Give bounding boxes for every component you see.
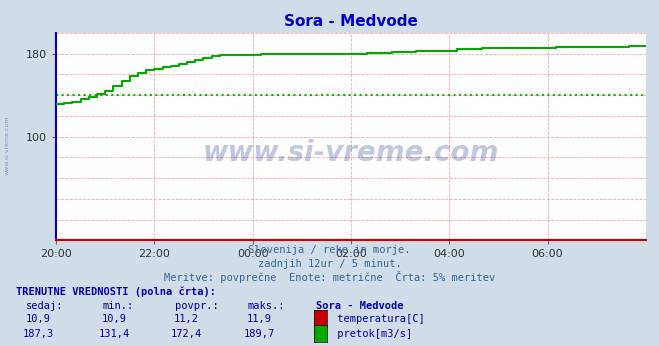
Text: 11,9: 11,9 xyxy=(246,315,272,325)
Text: 10,9: 10,9 xyxy=(26,315,51,325)
Text: 187,3: 187,3 xyxy=(22,329,54,339)
Text: 10,9: 10,9 xyxy=(101,315,127,325)
Text: zadnjih 12ur / 5 minut.: zadnjih 12ur / 5 minut. xyxy=(258,259,401,269)
Title: Sora - Medvode: Sora - Medvode xyxy=(284,14,418,29)
Text: www.si-vreme.com: www.si-vreme.com xyxy=(203,139,499,167)
Text: min.:: min.: xyxy=(102,301,133,311)
Text: 11,2: 11,2 xyxy=(174,315,199,325)
Text: Slovenija / reke in morje.: Slovenija / reke in morje. xyxy=(248,245,411,255)
Text: Sora - Medvode: Sora - Medvode xyxy=(316,301,404,311)
Text: www.si-vreme.com: www.si-vreme.com xyxy=(5,116,10,175)
Text: temperatura[C]: temperatura[C] xyxy=(331,315,424,325)
Text: 189,7: 189,7 xyxy=(243,329,275,339)
Text: 131,4: 131,4 xyxy=(98,329,130,339)
Text: TRENUTNE VREDNOSTI (polna črta):: TRENUTNE VREDNOSTI (polna črta): xyxy=(16,286,216,297)
Text: 172,4: 172,4 xyxy=(171,329,202,339)
Text: maks.:: maks.: xyxy=(247,301,285,311)
Text: sedaj:: sedaj: xyxy=(26,301,64,311)
Text: Meritve: povprečne  Enote: metrične  Črta: 5% meritev: Meritve: povprečne Enote: metrične Črta:… xyxy=(164,271,495,283)
Text: povpr.:: povpr.: xyxy=(175,301,218,311)
Text: pretok[m3/s]: pretok[m3/s] xyxy=(331,329,412,339)
